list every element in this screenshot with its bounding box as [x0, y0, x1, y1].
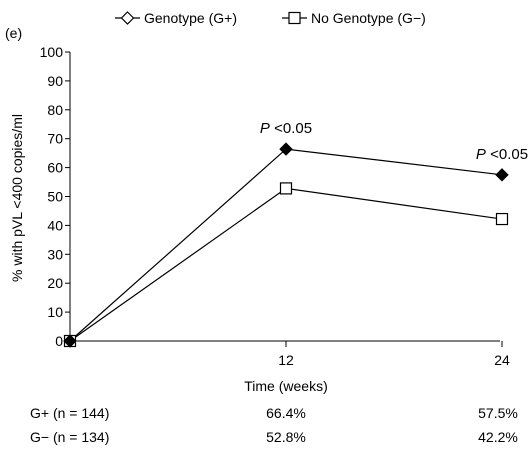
axes: 0 10 20 30 40 50 60 70 80 90 100 12 24 — [40, 44, 510, 368]
table-value-g-minus-24: 42.2% — [478, 429, 518, 445]
series-line-no-genotype — [69, 187, 503, 342]
y-tick-label: 0 — [55, 333, 63, 349]
legend-marker-genotype — [120, 11, 135, 25]
data-point-genotype — [495, 168, 509, 182]
y-tick-label: 10 — [47, 304, 63, 320]
table-value-g-plus-24: 57.5% — [478, 405, 518, 421]
data-point-no-genotype — [279, 182, 293, 195]
y-tick-label: 30 — [47, 246, 63, 262]
series-group — [63, 142, 509, 348]
x-tick-label: 24 — [494, 352, 510, 368]
x-tick-label: 12 — [278, 352, 294, 368]
y-tick-label: 60 — [47, 160, 63, 176]
data-point-genotype — [63, 334, 77, 348]
y-axis-label: % with pVL <400 copies/ml — [9, 114, 25, 282]
y-tick-label: 40 — [47, 217, 63, 233]
y-tick-label: 70 — [47, 131, 63, 147]
annotations: P <0.05 P <0.05 — [260, 120, 528, 163]
y-tick-label: 100 — [40, 44, 64, 60]
p-value-annotation: P <0.05 — [476, 146, 528, 163]
legend-marker-no-genotype — [288, 11, 301, 25]
panel-label: (e) — [5, 25, 22, 41]
y-tick-label: 80 — [47, 102, 63, 118]
legend-label-genotype: Genotype (G+) — [144, 10, 237, 26]
legend: Genotype (G+) No Genotype (G−) — [115, 10, 426, 26]
y-tick-label: 90 — [47, 73, 63, 89]
table-value-g-minus-12: 52.8% — [266, 429, 306, 445]
data-point-no-genotype — [495, 212, 509, 226]
y-tick-label: 50 — [47, 189, 63, 205]
legend-label-no-genotype: No Genotype (G−) — [311, 10, 426, 26]
x-axis-label: Time (weeks) — [244, 378, 328, 394]
table-row-label-g-plus: G+ (n = 144) — [30, 405, 109, 421]
p-value-annotation: P <0.05 — [260, 120, 312, 137]
data-table: G+ (n = 144) 66.4% 57.5% G− (n = 134) 52… — [30, 405, 518, 445]
y-tick-label: 20 — [47, 275, 63, 291]
table-row-label-g-minus: G− (n = 134) — [30, 429, 109, 445]
series-line-genotype — [69, 148, 503, 342]
table-value-g-plus-12: 66.4% — [266, 405, 306, 421]
data-point-genotype — [279, 142, 293, 156]
